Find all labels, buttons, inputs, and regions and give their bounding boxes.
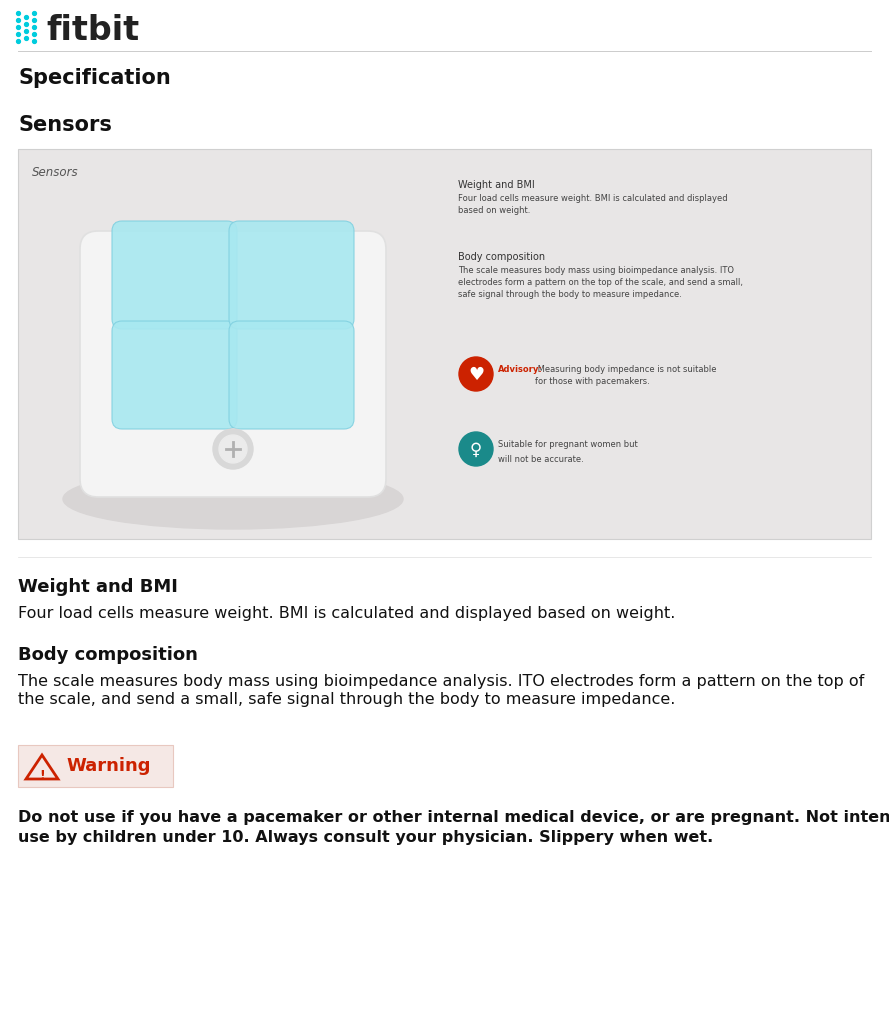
Text: Suitable for pregnant women but: Suitable for pregnant women but: [498, 439, 640, 448]
Text: Weight and BMI: Weight and BMI: [458, 179, 535, 190]
Ellipse shape: [63, 470, 403, 530]
Circle shape: [459, 433, 493, 467]
Text: Measuring body impedance is not suitable
for those with pacemakers.: Measuring body impedance is not suitable…: [535, 365, 717, 386]
Text: Sensors: Sensors: [18, 115, 112, 135]
Text: Specification: Specification: [18, 68, 171, 88]
FancyBboxPatch shape: [80, 231, 386, 497]
FancyBboxPatch shape: [112, 322, 237, 430]
Text: Advisory:: Advisory:: [498, 365, 543, 374]
Polygon shape: [26, 755, 58, 780]
Text: ♀: ♀: [470, 440, 482, 459]
Text: use by children under 10. Always consult your physician. Slippery when wet.: use by children under 10. Always consult…: [18, 829, 713, 844]
Text: Body composition: Body composition: [458, 252, 545, 262]
Text: Warning: Warning: [66, 756, 150, 774]
Text: Do not use if you have a pacemaker or other internal medical device, or are preg: Do not use if you have a pacemaker or ot…: [18, 809, 889, 824]
Text: The scale measures body mass using bioimpedance analysis. ITO
electrodes form a : The scale measures body mass using bioim…: [458, 266, 743, 299]
Circle shape: [219, 435, 247, 464]
Text: Four load cells measure weight. BMI is calculated and displayed based on weight.: Four load cells measure weight. BMI is c…: [18, 605, 676, 621]
FancyBboxPatch shape: [112, 222, 237, 330]
Text: ♥: ♥: [468, 366, 485, 383]
Circle shape: [459, 358, 493, 391]
Text: Sensors: Sensors: [32, 166, 78, 178]
FancyBboxPatch shape: [18, 745, 173, 788]
Circle shape: [213, 430, 253, 470]
FancyBboxPatch shape: [229, 222, 354, 330]
Text: !: !: [39, 768, 44, 782]
FancyBboxPatch shape: [229, 322, 354, 430]
FancyBboxPatch shape: [18, 150, 871, 539]
Text: Four load cells measure weight. BMI is calculated and displayed
based on weight.: Four load cells measure weight. BMI is c…: [458, 194, 727, 215]
Text: Weight and BMI: Weight and BMI: [18, 578, 178, 595]
Text: will not be accurate.: will not be accurate.: [498, 454, 584, 464]
Text: fitbit: fitbit: [46, 13, 139, 47]
Text: the scale, and send a small, safe signal through the body to measure impedance.: the scale, and send a small, safe signal…: [18, 691, 676, 706]
Text: The scale measures body mass using bioimpedance analysis. ITO electrodes form a : The scale measures body mass using bioim…: [18, 674, 864, 688]
Text: Body composition: Body composition: [18, 645, 198, 663]
